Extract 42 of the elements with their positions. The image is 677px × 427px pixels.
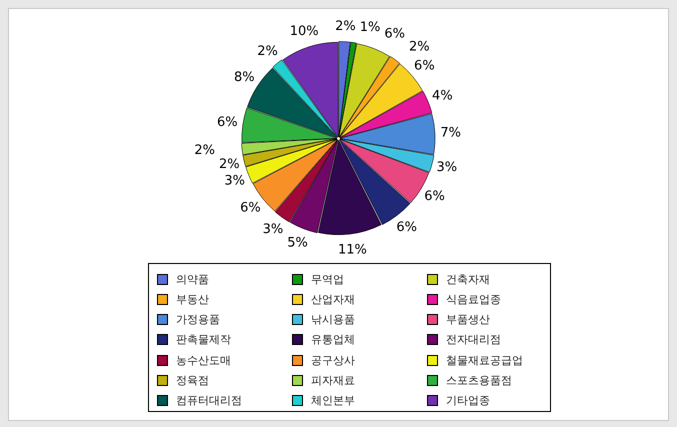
data-label: 6%: [414, 58, 435, 74]
data-label: 3%: [224, 173, 245, 188]
data-label: 2%: [257, 44, 278, 59]
legend-label: 부동산: [176, 292, 209, 307]
legend-label: 건축자재: [446, 272, 490, 286]
data-label: 11%: [338, 242, 367, 258]
data-label: 6%: [240, 200, 261, 216]
legend-label: 전자대리점: [446, 332, 501, 348]
legend-label: 정육점: [176, 372, 209, 388]
legend-label: 체인본부: [311, 393, 355, 408]
legend-label: 스포츠용품점: [446, 372, 512, 388]
legend-label: 무역업: [311, 272, 344, 286]
legend-label: 의약품: [176, 272, 209, 286]
legend-label: 공구상사: [311, 352, 355, 368]
data-label: 6%: [424, 189, 445, 204]
legend-label: 기타업종: [446, 393, 490, 408]
data-label: 6%: [384, 26, 406, 42]
data-label: 2%: [194, 143, 215, 158]
legend-label: 산업자재: [311, 292, 355, 307]
legend-label: 가정용품: [176, 312, 220, 328]
legend-label: 낚시용품: [311, 312, 355, 328]
legend-label: 판촉물제작: [176, 332, 231, 348]
data-label: 3%: [262, 222, 284, 238]
legend-label: 유통업체: [311, 332, 355, 348]
data-label: 8%: [234, 70, 255, 85]
data-label: 4%: [432, 88, 453, 104]
legend-label: 피자재료: [311, 372, 355, 388]
data-label: 7%: [440, 126, 461, 141]
data-label: 2%: [335, 18, 356, 34]
data-label: 10%: [290, 24, 319, 40]
data-label: 1%: [360, 20, 380, 35]
legend-label: 부품생산: [446, 312, 490, 328]
data-label: 6%: [217, 115, 238, 130]
legend-label: 식음료업종: [446, 292, 501, 307]
data-label: 2%: [218, 156, 240, 172]
data-label: 6%: [396, 220, 418, 236]
data-label: 3%: [436, 160, 458, 176]
data-label: 5%: [287, 235, 308, 250]
legend-label: 농수산도매: [176, 352, 231, 368]
legend-label: 철물재료공급업: [446, 352, 523, 368]
legend-label: 컴퓨터대리점: [176, 393, 242, 408]
data-label: 2%: [409, 40, 430, 55]
